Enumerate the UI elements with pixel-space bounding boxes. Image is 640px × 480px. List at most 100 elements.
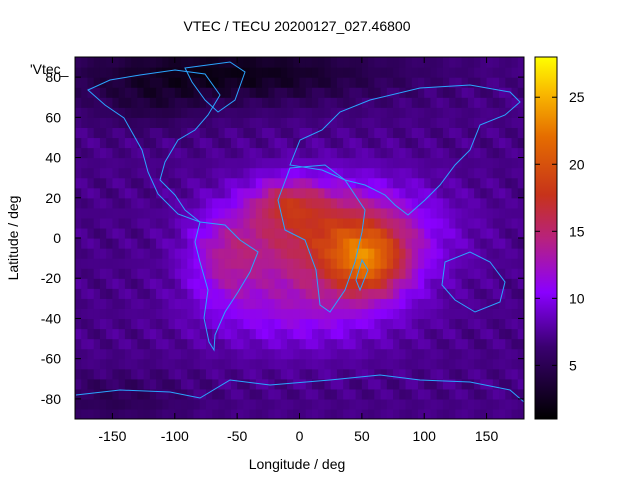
heatmap-cell xyxy=(75,207,82,219)
coastline-africa xyxy=(277,164,366,313)
heatmap-cell xyxy=(156,187,163,199)
heatmap-cell xyxy=(461,137,469,149)
heatmap-cell xyxy=(355,207,363,219)
heatmap-cell xyxy=(131,308,138,320)
heatmap-cell xyxy=(137,288,145,299)
heatmap-cell xyxy=(274,358,282,370)
heatmap-cell xyxy=(324,137,332,149)
heatmap-cell xyxy=(411,157,419,169)
heatmap-cell xyxy=(517,408,524,419)
heatmap-cell xyxy=(174,368,182,380)
heatmap-cell xyxy=(75,157,82,169)
heatmap-cell xyxy=(124,308,132,320)
heatmap-cell xyxy=(368,368,375,380)
heatmap-cell xyxy=(193,328,201,340)
heatmap-cell xyxy=(461,57,469,68)
heatmap-cell xyxy=(149,338,157,350)
heatmap-cell xyxy=(87,207,95,219)
heatmap-cell xyxy=(417,398,425,410)
heatmap-cell xyxy=(374,217,382,229)
heatmap-cell xyxy=(212,157,220,169)
heatmap-cell xyxy=(124,268,132,279)
heatmap-cell xyxy=(249,328,257,340)
colorbar-tick-label: 15 xyxy=(569,223,585,239)
heatmap-cell xyxy=(318,197,326,209)
heatmap-cell xyxy=(343,207,350,219)
heatmap-cell xyxy=(230,117,238,128)
heatmap-cell xyxy=(430,288,438,299)
heatmap-cell xyxy=(149,217,157,229)
heatmap-cell xyxy=(399,248,407,259)
heatmap-cell xyxy=(336,117,344,128)
heatmap-cell xyxy=(424,167,432,179)
heatmap-cell xyxy=(124,87,132,98)
heatmap-cell xyxy=(349,358,357,370)
heatmap-cell xyxy=(237,368,244,380)
heatmap-cell xyxy=(324,258,332,269)
heatmap-cell xyxy=(293,187,301,199)
heatmap-cell xyxy=(499,87,506,98)
heatmap-cell xyxy=(486,258,494,269)
heatmap-cell xyxy=(349,77,357,88)
heatmap-cell xyxy=(355,97,363,108)
heatmap-cell xyxy=(318,308,326,320)
heatmap-cell xyxy=(380,348,388,360)
heatmap-cell xyxy=(311,207,319,219)
heatmap-cell xyxy=(106,278,114,289)
heatmap-cell xyxy=(193,97,201,108)
heatmap-cell xyxy=(399,308,407,320)
heatmap-cell xyxy=(162,268,170,279)
heatmap-cell xyxy=(75,57,82,68)
heatmap-cell xyxy=(87,328,95,340)
heatmap-cell xyxy=(330,207,338,219)
heatmap-cell xyxy=(112,157,120,169)
heatmap-cell xyxy=(417,378,425,390)
heatmap-cell xyxy=(318,238,326,249)
heatmap-cell xyxy=(517,388,524,400)
heatmap-cell xyxy=(106,358,114,370)
heatmap-cell xyxy=(280,147,288,159)
heatmap-cell xyxy=(474,238,481,249)
heatmap-cell xyxy=(449,238,457,249)
heatmap-cell xyxy=(81,137,89,149)
heatmap-cell xyxy=(255,187,263,199)
heatmap-cell xyxy=(517,338,524,350)
heatmap-cell xyxy=(430,408,438,419)
heatmap-cell xyxy=(262,217,269,229)
heatmap-cell xyxy=(75,177,82,189)
heatmap-cell xyxy=(393,398,400,410)
heatmap-cell xyxy=(293,268,301,279)
heatmap-cell xyxy=(193,238,201,249)
heatmap-cell xyxy=(143,217,151,229)
heatmap-cell xyxy=(393,107,400,118)
heatmap-cell xyxy=(492,87,500,98)
heatmap-cell xyxy=(93,248,101,259)
heatmap-cell xyxy=(237,97,244,108)
heatmap-cell xyxy=(230,388,238,400)
heatmap-cell xyxy=(405,207,413,219)
heatmap-cell xyxy=(349,328,357,340)
heatmap-cell xyxy=(118,57,126,68)
heatmap-cell xyxy=(99,268,107,279)
heatmap-cell xyxy=(193,177,201,189)
heatmap-cell xyxy=(93,358,101,370)
heatmap-cell xyxy=(99,388,107,400)
heatmap-cell xyxy=(162,278,170,289)
heatmap-cell xyxy=(280,157,288,169)
heatmap-cell xyxy=(268,358,276,370)
heatmap-cell xyxy=(386,278,394,289)
heatmap-cell xyxy=(374,67,382,78)
heatmap-cell xyxy=(430,227,438,239)
heatmap-cell xyxy=(361,358,369,370)
heatmap-cell xyxy=(118,268,126,279)
heatmap-cell xyxy=(436,107,444,118)
heatmap-cell xyxy=(93,388,101,400)
heatmap-cell xyxy=(368,298,375,309)
heatmap-cell xyxy=(324,127,332,139)
heatmap-cell xyxy=(374,87,382,98)
heatmap-cell xyxy=(287,207,294,219)
heatmap-cell xyxy=(187,258,195,269)
heatmap-cell xyxy=(187,288,195,299)
heatmap-cell xyxy=(455,167,463,179)
heatmap-cell xyxy=(424,378,432,390)
